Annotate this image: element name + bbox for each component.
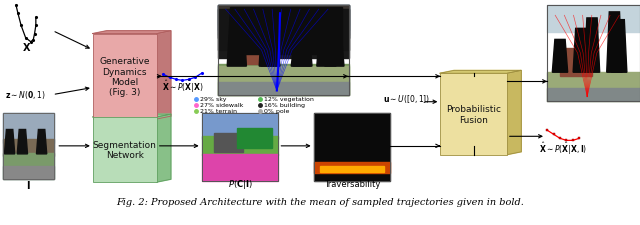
Polygon shape [3, 113, 54, 179]
Polygon shape [547, 89, 640, 101]
Polygon shape [93, 117, 157, 182]
Text: Segmentation
Network: Segmentation Network [93, 140, 157, 160]
Polygon shape [218, 6, 349, 30]
Polygon shape [3, 166, 54, 179]
Polygon shape [237, 34, 275, 65]
Polygon shape [93, 115, 171, 117]
Polygon shape [218, 67, 349, 95]
Polygon shape [314, 113, 390, 181]
Polygon shape [4, 130, 15, 154]
Polygon shape [218, 65, 349, 95]
Polygon shape [612, 20, 627, 73]
Polygon shape [218, 6, 349, 59]
Polygon shape [317, 18, 336, 67]
Polygon shape [230, 8, 342, 55]
Polygon shape [314, 162, 390, 173]
Polygon shape [214, 134, 243, 153]
Text: 0% pole: 0% pole [264, 109, 290, 114]
Text: Fig. 2: Proposed Architecture with the mean of sampled trajectories given in bol: Fig. 2: Proposed Architecture with the m… [116, 198, 524, 206]
Polygon shape [218, 6, 349, 38]
Text: Traversability: Traversability [324, 179, 380, 188]
Polygon shape [202, 113, 278, 139]
Polygon shape [320, 166, 384, 172]
Polygon shape [560, 49, 592, 77]
Polygon shape [157, 115, 171, 182]
Polygon shape [93, 32, 171, 34]
Polygon shape [218, 79, 349, 95]
Polygon shape [291, 31, 310, 67]
Polygon shape [607, 13, 622, 73]
Polygon shape [17, 130, 28, 154]
Text: $\mathbf{I}$: $\mathbf{I}$ [26, 178, 31, 190]
Polygon shape [218, 6, 349, 30]
Polygon shape [293, 14, 312, 67]
Polygon shape [552, 40, 568, 73]
Text: $P(\mathbf{C}|\mathbf{I})$: $P(\mathbf{C}|\mathbf{I})$ [228, 177, 252, 190]
Polygon shape [218, 83, 349, 95]
Polygon shape [218, 6, 349, 26]
Text: 27% sidewalk: 27% sidewalk [200, 103, 244, 108]
Text: $\mathbf{z} \sim N(\mathbf{0},1)$: $\mathbf{z} \sim N(\mathbf{0},1)$ [5, 88, 46, 100]
Text: $\hat{\mathbf{X}} \sim P(\hat{\mathbf{X}}|\mathbf{X},\mathbf{I})$: $\hat{\mathbf{X}} \sim P(\hat{\mathbf{X}… [539, 140, 588, 156]
Text: $\hat{\mathbf{X}} \sim P(\hat{\mathbf{X}}|\mathbf{X})$: $\hat{\mathbf{X}} \sim P(\hat{\mathbf{X}… [162, 78, 203, 94]
Text: 21% terrain: 21% terrain [200, 109, 237, 114]
Text: $\mathbf{u} \sim U([0,1])$: $\mathbf{u} \sim U([0,1])$ [383, 92, 430, 104]
Polygon shape [93, 34, 157, 119]
Text: Generative
Dynamics
Model
(Fig. 3): Generative Dynamics Model (Fig. 3) [100, 57, 150, 97]
Text: 12% vegetation: 12% vegetation [264, 97, 314, 102]
Polygon shape [3, 153, 54, 179]
Polygon shape [3, 113, 54, 143]
Text: 16% building: 16% building [264, 103, 305, 108]
Polygon shape [218, 6, 349, 38]
Polygon shape [157, 32, 171, 119]
Polygon shape [261, 34, 280, 67]
Polygon shape [507, 71, 521, 155]
Polygon shape [547, 73, 640, 101]
Polygon shape [440, 71, 521, 74]
Polygon shape [202, 154, 278, 181]
Text: 29% sky: 29% sky [200, 97, 227, 102]
Polygon shape [218, 10, 349, 51]
Polygon shape [584, 19, 600, 73]
Text: Probabilistic
Fusion: Probabilistic Fusion [446, 105, 501, 124]
Polygon shape [227, 39, 246, 67]
Polygon shape [218, 6, 349, 26]
Polygon shape [440, 74, 507, 155]
Polygon shape [324, 27, 344, 67]
Polygon shape [573, 29, 589, 73]
Text: $\mathbf{X}$: $\mathbf{X}$ [22, 40, 31, 53]
Polygon shape [547, 6, 640, 32]
Polygon shape [202, 137, 278, 155]
Polygon shape [259, 37, 278, 67]
Polygon shape [3, 140, 54, 156]
Polygon shape [36, 130, 47, 154]
Polygon shape [218, 6, 349, 35]
Polygon shape [237, 128, 272, 149]
